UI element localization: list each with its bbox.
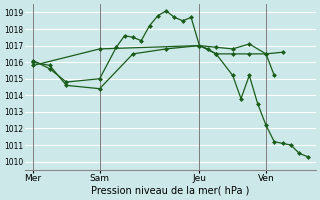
X-axis label: Pression niveau de la mer( hPa ): Pression niveau de la mer( hPa ) [91, 186, 250, 196]
